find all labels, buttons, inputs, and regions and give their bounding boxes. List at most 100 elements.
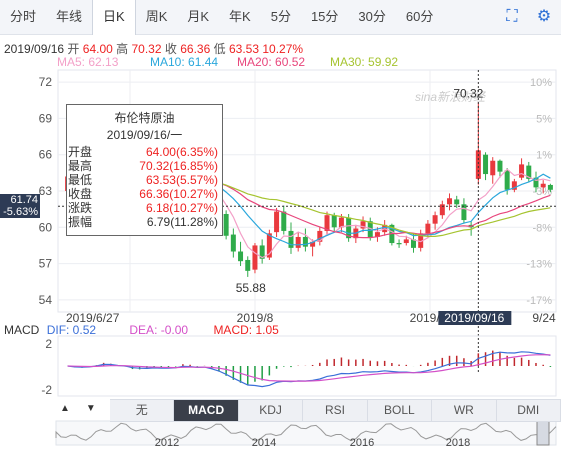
- macd-legend: MACD DIF: 0.52 DEA: -0.00 MACD: 1.05: [4, 323, 279, 337]
- tooltip-date: 2019/09/16/一: [106, 128, 183, 142]
- tooltip-row: 涨跌 6.18(10.27%): [67, 201, 222, 215]
- indicator-macd[interactable]: MACD: [174, 400, 239, 421]
- tooltip-value: 64.00(6.35%): [145, 145, 218, 159]
- indicator-boll[interactable]: BOLL: [368, 400, 433, 421]
- pct-tick-label: -13%: [526, 259, 552, 271]
- arrow-up-icon[interactable]: ▲: [60, 403, 70, 414]
- candle-body: [410, 239, 416, 248]
- tooltip-key: 振幅: [68, 215, 93, 229]
- dea-line: [67, 354, 551, 382]
- tooltip-value: 63.53(5.57%): [145, 173, 218, 187]
- ma5-label: MA5: 62.13: [57, 55, 119, 69]
- indicator-kdj[interactable]: KDJ: [239, 400, 304, 421]
- tooltip-row: 振幅 6.79(11.28%): [67, 215, 222, 229]
- tab-1[interactable]: 年线: [56, 9, 83, 24]
- candle-body: [324, 215, 330, 231]
- tab-4[interactable]: 月K: [187, 9, 210, 24]
- expand-icon[interactable]: ⛶: [506, 8, 518, 25]
- annotation-low: 55.88: [236, 281, 266, 295]
- candle-body: [274, 211, 280, 233]
- pct-tick-label: -17%: [526, 295, 552, 307]
- y-tick-label: 66: [39, 148, 53, 162]
- tab-3[interactable]: 周K: [145, 9, 168, 24]
- x-date-box: [438, 311, 512, 325]
- y-tick-label: 54: [39, 293, 53, 307]
- tab-9[interactable]: 60分: [405, 9, 434, 24]
- tab-6[interactable]: 5分: [270, 9, 291, 24]
- tab-0[interactable]: 分时: [10, 9, 37, 24]
- tab-2[interactable]: 日K: [92, 0, 136, 35]
- candle-body: [252, 245, 258, 270]
- y-tick-label: 69: [39, 111, 53, 125]
- tooltip-value: 6.79(11.28%): [146, 215, 218, 229]
- macd-tick-label: -2: [41, 383, 52, 397]
- navigator-line: [55, 422, 557, 442]
- macd-frame: [57, 335, 557, 397]
- candle-body: [346, 217, 352, 239]
- current-price-box: 61.74 -5.63%: [0, 194, 40, 219]
- arrow-down-icon[interactable]: ▼: [85, 403, 96, 414]
- candle-body: [526, 165, 532, 179]
- x-tick-label: 2019/8: [237, 311, 274, 325]
- candle-body: [504, 170, 510, 190]
- indicator-dmi[interactable]: DMI: [497, 400, 561, 421]
- tooltip-key: 最高: [68, 159, 93, 173]
- candle-body: [302, 236, 308, 247]
- tab-7[interactable]: 15分: [310, 9, 339, 24]
- candle-body: [511, 181, 517, 190]
- pct-tick-label: -3%: [532, 186, 552, 198]
- y-tick-label: 72: [39, 75, 53, 89]
- candle-body: [519, 164, 525, 178]
- ma10-label: MA10: 61.44: [150, 55, 219, 69]
- navigator-year: 2014: [252, 437, 276, 449]
- y-tick-label: 63: [39, 184, 53, 198]
- candle-body: [547, 184, 553, 190]
- macd-value: MACD: 1.05: [213, 323, 279, 337]
- settings-icon[interactable]: ⚙: [536, 8, 552, 25]
- tooltip-row: 收盘 66.36(10.27%): [67, 187, 222, 201]
- candle-body: [461, 204, 467, 221]
- indicator-无[interactable]: 无: [110, 400, 175, 421]
- quote-date: 2019/09/16: [4, 42, 65, 56]
- ma20-label: MA20: 60.52: [237, 55, 306, 69]
- candle-body: [338, 217, 344, 228]
- annotation-high: 70.32: [453, 86, 483, 100]
- candle-body: [533, 177, 539, 188]
- quote-close: 66.36: [180, 42, 211, 56]
- pct-tick-label: -8%: [532, 222, 552, 234]
- candle-body: [238, 251, 244, 262]
- x-tick-label: 9/24: [532, 311, 556, 325]
- candle-body: [223, 213, 229, 236]
- x-tick-label: 2019/9: [410, 311, 447, 325]
- navigator-handle: [536, 420, 550, 446]
- indicator-rsi[interactable]: RSI: [303, 400, 368, 421]
- tooltip-key: 开盘: [68, 145, 93, 159]
- tooltip-row: 开盘 64.00(6.35%): [67, 145, 222, 159]
- macd-dea: DEA: -0.00: [129, 323, 189, 337]
- quote-low: 63.53: [228, 42, 259, 56]
- x-tick-label-selected: 2019/09/16: [444, 311, 504, 325]
- tab-8[interactable]: 30分: [358, 9, 386, 24]
- candle-body: [439, 204, 445, 216]
- candle-body: [403, 239, 409, 244]
- y-tick-label: 60: [39, 220, 53, 234]
- tab-5[interactable]: 年K: [229, 9, 251, 24]
- tab-icons: ⛶ ⚙: [503, 8, 553, 26]
- current-pct: -5.63%: [3, 206, 38, 219]
- candle-body: [418, 233, 424, 248]
- macd-title: MACD: [4, 323, 40, 337]
- tooltip-key: 涨跌: [68, 201, 93, 215]
- candle-body: [540, 183, 546, 188]
- candle-body: [245, 259, 251, 271]
- quote-high: 70.32: [131, 42, 162, 56]
- quote-change: 10.27%: [262, 42, 304, 56]
- candle-body: [454, 199, 460, 205]
- navigator-year: 2016: [350, 437, 374, 449]
- candle-body: [281, 211, 287, 231]
- candle-body: [288, 230, 294, 248]
- candle-body: [432, 215, 438, 224]
- indicator-wr[interactable]: WR: [432, 400, 497, 421]
- tooltip-row: 最低 63.53(5.57%): [67, 173, 222, 187]
- candle-body: [259, 245, 265, 259]
